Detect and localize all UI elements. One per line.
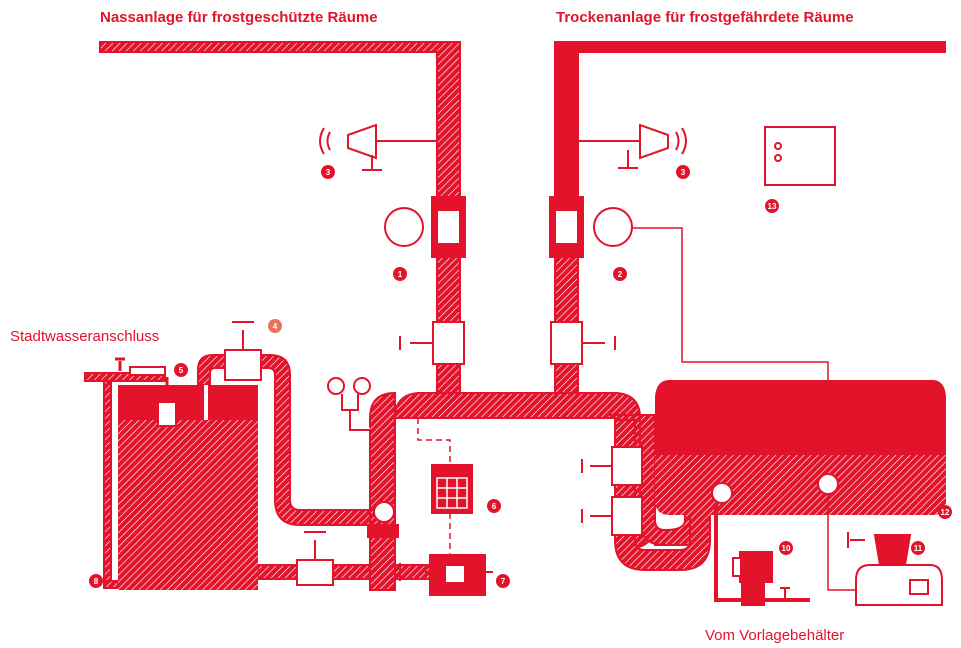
wet-system-title: Nassanlage für frostgeschützte Räume [100,9,378,26]
alarms [320,125,686,170]
marker-number: 4 [273,322,278,331]
supply-tank-label: Vom Vorlagebehälter [705,627,844,644]
marker: 7 [496,574,510,588]
diagram: Nassanlage für frostgeschützte Räume Tro… [0,0,961,648]
marker-number: 10 [782,544,791,553]
marker: 1 [393,267,407,281]
marker-number: 7 [501,577,506,586]
marker-number: 8 [94,577,99,586]
marker-number: 3 [681,168,686,177]
marker-number: 6 [492,502,497,511]
marker: 3 [676,165,690,179]
marker: 4 [268,319,282,333]
marker: 2 [613,267,627,281]
marker-number: 11 [914,544,923,553]
left-tank [115,359,258,590]
marker: 13 [765,199,779,213]
marker: 8 [89,574,103,588]
marker-number: 1 [398,270,403,279]
marker-number: 5 [179,366,184,375]
marker: 10 [779,541,793,555]
marker-number: 13 [768,202,777,211]
marker: 11 [911,541,925,555]
city-water-label: Stadtwasseranschluss [10,328,159,345]
dry-system-title: Trockenanlage für frostgefährdete Räume [556,9,854,26]
marker: 3 [321,165,335,179]
marker: 6 [487,499,501,513]
marker-number: 12 [941,508,950,517]
marker: 12 [938,505,952,519]
marker-number: 3 [326,168,331,177]
marker: 5 [174,363,188,377]
marker-number: 2 [618,270,623,279]
